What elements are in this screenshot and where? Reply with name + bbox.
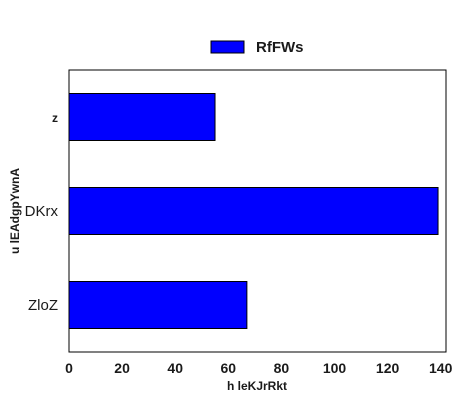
- x-tick-label: 40: [167, 360, 183, 376]
- legend-label: RfFWs: [256, 39, 304, 56]
- y-tick-label: z: [52, 111, 58, 125]
- bars-group: [68, 93, 439, 329]
- x-tick-label: 120: [376, 360, 400, 376]
- x-tick-label: 80: [274, 360, 290, 376]
- x-tick-label: 100: [323, 360, 347, 376]
- y-axis-ticks: ZloZ DKrx z: [25, 111, 59, 314]
- x-tick-label: 60: [221, 360, 237, 376]
- x-tick-label: 0: [65, 360, 73, 376]
- bar-zloz: [68, 281, 248, 329]
- x-tick-label: 140: [429, 360, 453, 376]
- x-tick-label: 20: [114, 360, 130, 376]
- y-axis-title: u lEAdgpYwnA: [8, 168, 22, 254]
- legend: RfFWs: [210, 39, 304, 56]
- x-axis-ticks: 0 20 40 60 80 100 120 140: [65, 360, 452, 376]
- y-tick-label: ZloZ: [28, 297, 58, 314]
- legend-swatch: [210, 40, 245, 54]
- y-tick-label: DKrx: [25, 203, 59, 220]
- x-axis-title: h leKJrRkt: [227, 379, 287, 393]
- bar-dkrx: [68, 187, 439, 235]
- bar-z: [68, 93, 216, 141]
